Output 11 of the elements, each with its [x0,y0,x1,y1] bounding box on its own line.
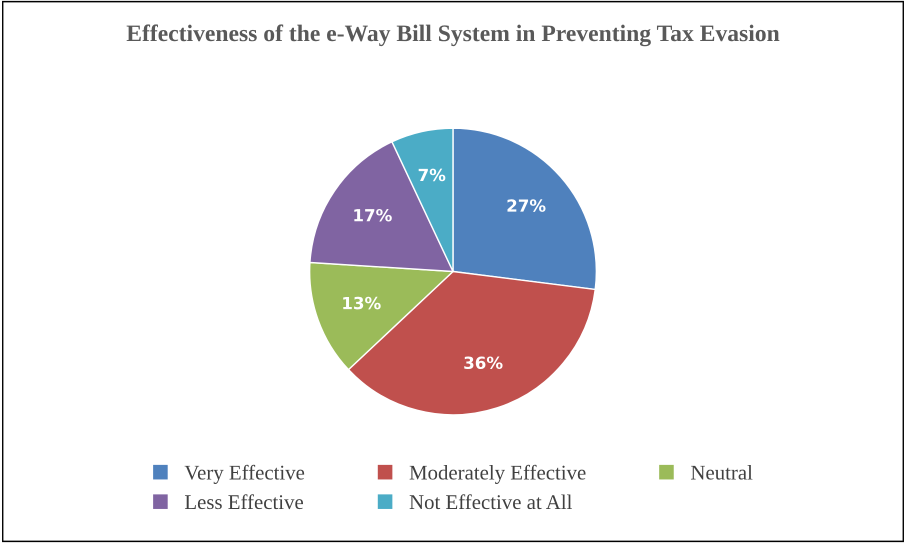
legend-label: Not Effective at All [410,494,572,510]
legend-label: Neutral [691,465,752,480]
legend-label: Very Effective [184,464,304,484]
data-label: 17% [354,208,392,222]
data-label: 7% [418,168,446,182]
data-label: 13% [343,296,381,310]
chart-title: Effectiveness of the e-Way Bill System in Preventing Tax Evasion [126,24,780,46]
legend-label: Less Effective [184,494,304,510]
legend-label: Moderately Effective [410,464,586,484]
data-label: 36% [464,356,503,370]
data-label: 27% [507,199,546,212]
